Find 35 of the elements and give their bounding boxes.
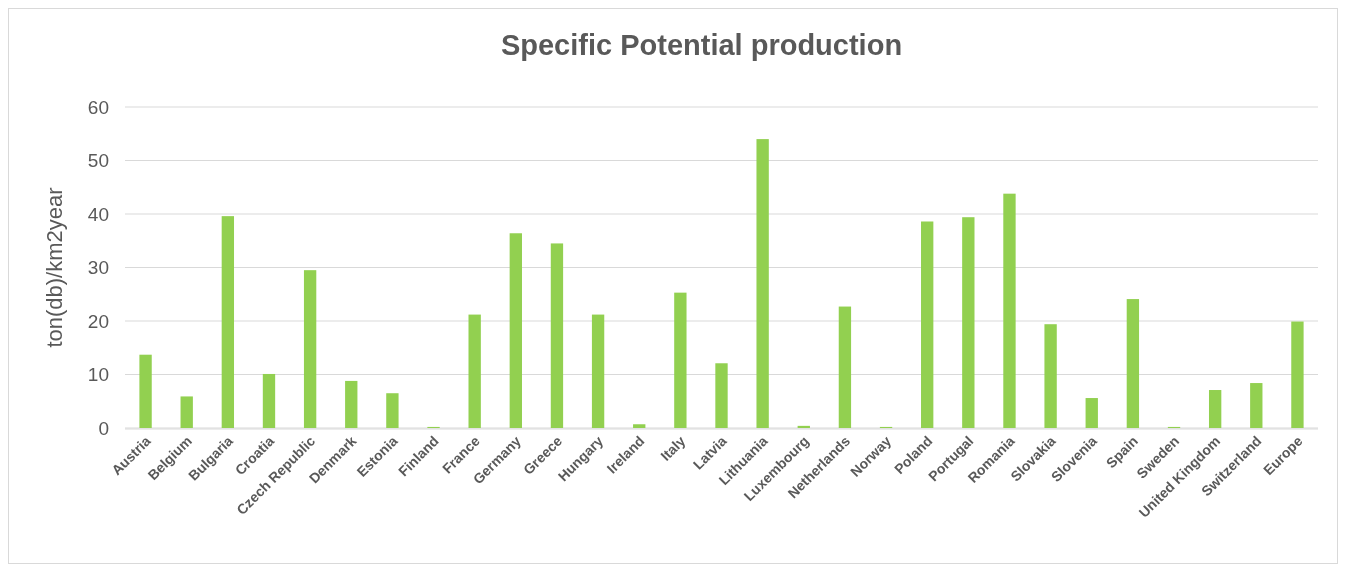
bar <box>303 270 317 428</box>
bar <box>1291 321 1304 428</box>
y-tick-label: 30 <box>87 257 109 279</box>
bar <box>674 292 687 428</box>
bar <box>180 396 193 428</box>
y-tick-label: 0 <box>98 417 109 439</box>
bar <box>1250 383 1263 428</box>
bar <box>1044 324 1057 428</box>
bar <box>591 314 605 428</box>
y-tick-label: 60 <box>87 96 109 118</box>
bar <box>633 424 646 428</box>
bar <box>1126 299 1140 428</box>
bar <box>921 221 934 428</box>
y-tick-label: 10 <box>87 364 109 386</box>
bar <box>550 243 564 428</box>
bar <box>838 306 852 428</box>
bar <box>1085 398 1098 428</box>
y-axis-title: ton(db)/km2year <box>42 187 67 348</box>
bar <box>139 354 152 428</box>
bar <box>262 373 276 428</box>
bar <box>468 314 481 428</box>
bar <box>962 217 975 428</box>
bar <box>756 139 769 428</box>
bar <box>221 216 235 428</box>
y-tick-label: 50 <box>87 150 109 172</box>
bar <box>715 363 728 428</box>
bar <box>386 393 399 428</box>
y-tick-label: 20 <box>87 310 109 332</box>
bar <box>1208 390 1222 428</box>
bar <box>345 380 358 428</box>
bar <box>797 425 810 428</box>
bar <box>1003 193 1016 428</box>
bar <box>509 233 522 428</box>
y-tick-label: 40 <box>87 203 109 225</box>
chart-title: Specific Potential production <box>500 29 903 61</box>
